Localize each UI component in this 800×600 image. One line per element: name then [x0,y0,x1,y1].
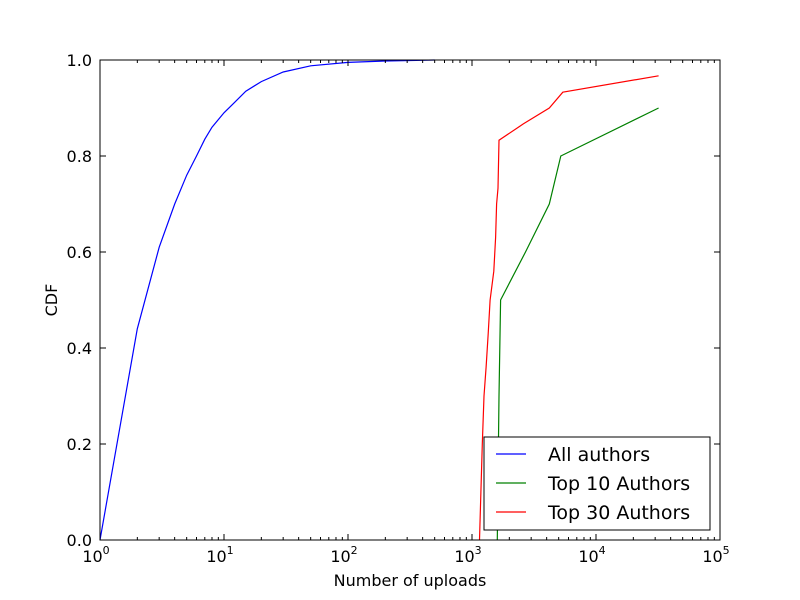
series-layer [99,59,659,541]
y-axis-label: CDF [42,284,61,317]
series-line-1 [99,59,435,541]
x-axis-label: Number of uploads [334,571,487,590]
x-tick-exponent: 3 [475,544,482,557]
x-tick-exponent: 1 [227,544,234,557]
legend: All authors Top 10 Authors Top 30 Authors [483,436,711,531]
x-tick-exponent: 0 [103,544,110,557]
legend-label-2: Top 10 Authors [547,473,690,495]
series-line-3 [478,75,659,541]
y-tick-label: 0.0 [67,531,92,550]
y-tick-label: 0.6 [67,243,92,262]
y-tick-label: 1.0 [67,51,92,70]
y-tick-label: 0.2 [67,435,92,454]
plot-frame [99,59,721,541]
legend-label-3: Top 30 Authors [547,502,690,524]
x-tick-exponent: 2 [351,544,358,557]
series-line-2 [496,107,659,541]
legend-label-1: All authors [548,444,650,466]
y-tick-label: 0.8 [67,147,92,166]
x-tick-exponent: 4 [599,544,606,557]
x-tick-exponent: 5 [723,544,730,557]
y-tick-label: 0.4 [67,339,92,358]
